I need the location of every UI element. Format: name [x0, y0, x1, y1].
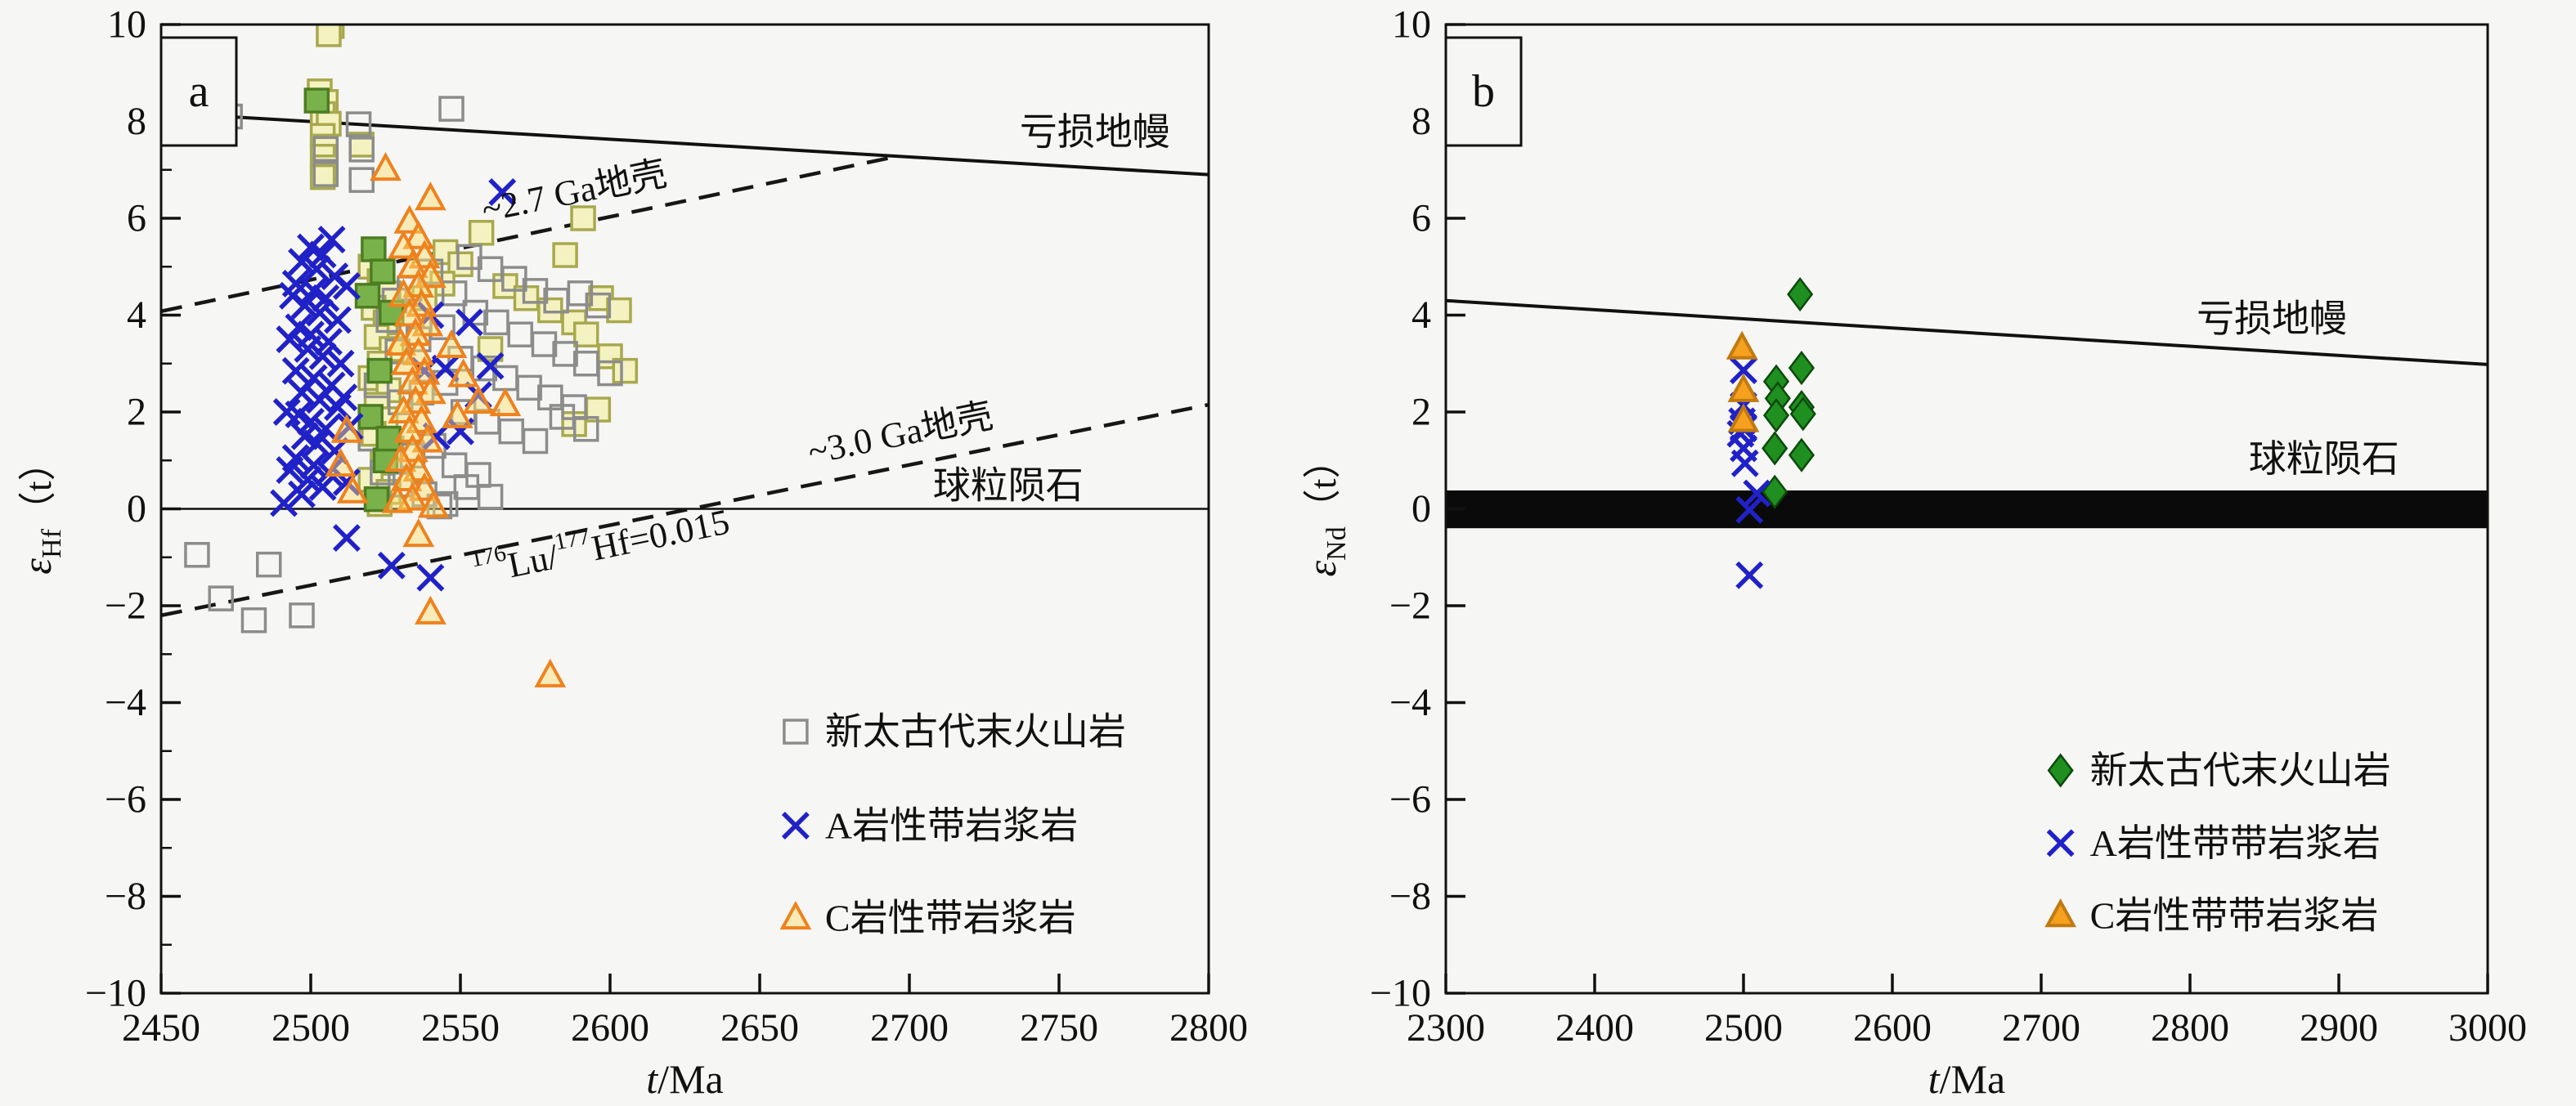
y-tick-label: 4 [1411, 293, 1431, 337]
y-tick-label: 10 [107, 3, 146, 47]
x-tick-label: 2700 [2002, 1006, 2080, 1050]
x-tick-label: 2750 [1020, 1006, 1098, 1050]
series-orange-filled-triangle [1726, 330, 1760, 432]
y-tick-label: 6 [1411, 197, 1431, 240]
legend-label: A岩性带带岩浆岩 [2090, 822, 2381, 864]
chondrite-label: 球粒陨石 [933, 465, 1084, 507]
panel-letter: a [189, 66, 209, 117]
y-tick-label: −8 [1389, 875, 1431, 918]
panel-letter: b [1472, 66, 1495, 117]
crust-3.0Ga-line [161, 402, 1209, 618]
x-tick-label: 2450 [122, 1006, 200, 1050]
chondrite-label: 球粒陨石 [2249, 438, 2399, 480]
legend-label: A岩性带岩浆岩 [825, 804, 1078, 846]
chondrite-band [1446, 490, 2488, 529]
reference-lines [1446, 298, 2488, 366]
scatter-plot-a: −10 −8 −6 −4 −2 0 2 4 6 8 10 2450 2500 2550 2600 2650 27… [14, 3, 1248, 1103]
crust-2.7Ga-line [161, 154, 898, 313]
scatter-plot-b: −10 −8 −6 −4 −2 0 2 4 6 8 10 2300 2400 2500 2600 2700 28… [1299, 3, 2527, 1103]
x-tick-label: 2500 [1704, 1006, 1783, 1050]
series-green-filled-diamond [1761, 276, 1816, 509]
x-axis-title: t/Ma [1928, 1056, 2005, 1102]
legend-label: 新太古代末火山岩 [825, 711, 1126, 753]
panel-letter-box [159, 36, 238, 147]
panel-b: −10 −8 −6 −4 −2 0 2 4 6 8 10 2300 2400 2500 2600 2700 28… [1288, 0, 2576, 1106]
y-tick-label: 10 [1392, 3, 1431, 47]
y-tick-label: 8 [1411, 100, 1431, 143]
y-tick-label: 6 [127, 197, 146, 240]
y-tick-label: −10 [85, 972, 146, 1015]
depleted-mantle-label: 亏损地幔 [2197, 298, 2347, 340]
y-tick-label: 2 [1411, 391, 1431, 434]
legend-label: C岩性带岩浆岩 [825, 898, 1076, 939]
legend-item: 新太古代末火山岩 [2047, 750, 2391, 791]
legend: 新太古代末火山岩 A岩性带岩浆岩 C岩性带岩浆岩 [779, 711, 1126, 939]
x-tick-label: 2600 [1853, 1006, 1932, 1050]
legend-item: 新太古代末火山岩 [783, 711, 1126, 753]
y-tick-label: −6 [1389, 778, 1431, 822]
legend-item: A岩性带岩浆岩 [781, 804, 1078, 846]
x-tick-label: 2800 [2151, 1006, 2229, 1050]
y-tick-label: −8 [105, 875, 146, 918]
legend-item: C岩性带带岩浆岩 [2044, 895, 2379, 937]
x-tick-label: 2700 [870, 1006, 949, 1050]
axis-ticks [1444, 23, 2489, 995]
legend: 新太古代末火山岩 A岩性带带岩浆岩 C岩性带带岩浆岩 [2044, 750, 2391, 937]
y-tick-label: 2 [127, 391, 146, 434]
panel-letter-box [1444, 36, 1523, 147]
x-tick-label: 2650 [720, 1006, 799, 1050]
y-tick-label: −4 [105, 681, 146, 724]
x-axis-title: t/Ma [646, 1056, 723, 1102]
x-tick-label: 2400 [1555, 1006, 1634, 1050]
y-tick-label: 8 [127, 100, 146, 143]
series-orange-open-triangle [325, 152, 567, 687]
legend-item: A岩性带带岩浆岩 [2046, 822, 2381, 864]
y-tick-label: −4 [1389, 681, 1431, 724]
x-tick-label: 2800 [1169, 1006, 1248, 1050]
crust-3.0Ga-label: ~3.0 Ga地壳 [805, 396, 996, 472]
x-tick-label: 2300 [1407, 1006, 1485, 1050]
y-tick-label: 0 [127, 487, 146, 531]
y-tick-label: −2 [1389, 584, 1431, 628]
legend-label: 新太古代末火山岩 [2090, 750, 2391, 791]
series-blue-x [1726, 356, 1771, 589]
depleted-mantle-line [1446, 298, 2488, 366]
x-tick-label: 2500 [272, 1006, 350, 1050]
y-tick-label: −10 [1370, 972, 1431, 1015]
y-axis-title: εHf（t） [14, 443, 67, 574]
y-tick-label: −6 [105, 778, 146, 822]
legend-label: C岩性带带岩浆岩 [2090, 895, 2379, 937]
legend-item: C岩性带岩浆岩 [779, 898, 1076, 939]
series-blue-x [270, 178, 517, 592]
axis-ticks [159, 23, 1210, 995]
x-tick-label: 2550 [421, 1006, 500, 1050]
y-tick-label: −2 [105, 584, 146, 628]
panel-a: −10 −8 −6 −4 −2 0 2 4 6 8 10 2450 2500 2550 2600 2650 27… [14, 3, 1248, 1103]
x-tick-label: 2600 [571, 1006, 649, 1050]
x-tick-label: 3000 [2448, 1006, 2527, 1050]
y-tick-label: 4 [127, 293, 146, 337]
y-axis-title: εNd（t） [1299, 441, 1352, 576]
depleted-mantle-label: 亏损地幔 [1020, 111, 1170, 153]
x-tick-label: 2900 [2300, 1006, 2378, 1050]
y-tick-label: 0 [1411, 487, 1431, 531]
